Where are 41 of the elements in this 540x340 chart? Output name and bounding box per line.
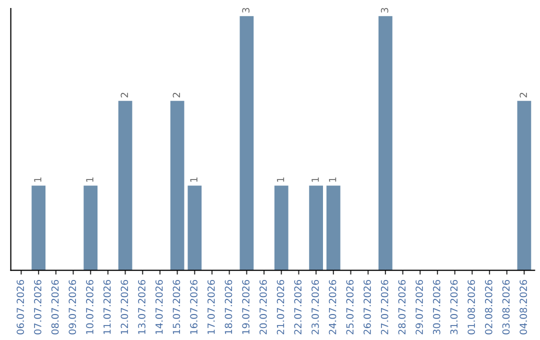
x-tick-label: 29.07.2026 [416,280,423,334]
x-tick-label: 23.07.2026 [312,280,319,334]
data-label: 2 [172,92,180,98]
x-tick-label: 27.07.2026 [380,280,388,334]
x-tick-label: 11.07.2026 [103,280,111,334]
x-tick-label: 25.07.2026 [346,280,354,334]
data-label: 1 [329,178,336,182]
x-tick-label: 31.07.2026 [450,280,458,334]
x-tick-label: 09.07.2026 [68,280,76,334]
x-tick-label: 08.07.2026 [51,280,59,334]
data-label: 1 [34,178,42,182]
x-tick-label: 16.07.2026 [190,280,198,334]
x-tick-label: 01.08.2026 [468,280,475,334]
x-tick-label: 30.07.2026 [432,280,440,334]
x-tick-label: 07.07.2026 [34,280,42,334]
data-label: 1 [312,178,319,182]
data-label: 1 [276,178,284,182]
data-label: 3 [242,8,250,13]
x-tick-label: 03.08.2026 [502,280,510,334]
x-tick-label: 14.07.2026 [155,280,163,334]
x-tick-label: 28.07.2026 [398,280,406,334]
x-tick-label: 04.08.2026 [520,280,528,334]
x-tick-label: 22.07.2026 [294,280,302,334]
x-tick-label: 19.07.2026 [242,280,250,334]
x-tick-label: 15.07.2026 [172,280,180,334]
x-tick-label: 10.07.2026 [86,280,94,334]
x-tick-label: 21.07.2026 [276,280,284,334]
data-label: 1 [190,178,198,182]
x-tick-label: 18.07.2026 [224,280,232,334]
data-label: 2 [520,92,527,98]
x-tick-label: 24.07.2026 [328,280,336,334]
x-tick-label: 12.07.2026 [120,280,128,334]
data-label: 3 [380,8,388,13]
x-tick-label: 26.07.2026 [364,280,371,334]
x-tick-label: 02.08.2026 [484,280,492,334]
data-label: 1 [86,178,94,182]
data-label: 2 [120,92,128,98]
x-tick-label: 13.07.2026 [138,280,146,334]
x-tick-label: 06.07.2026 [16,280,24,334]
x-tick-label: 17.07.2026 [207,280,215,334]
x-tick-label: 20.07.2026 [259,280,267,334]
